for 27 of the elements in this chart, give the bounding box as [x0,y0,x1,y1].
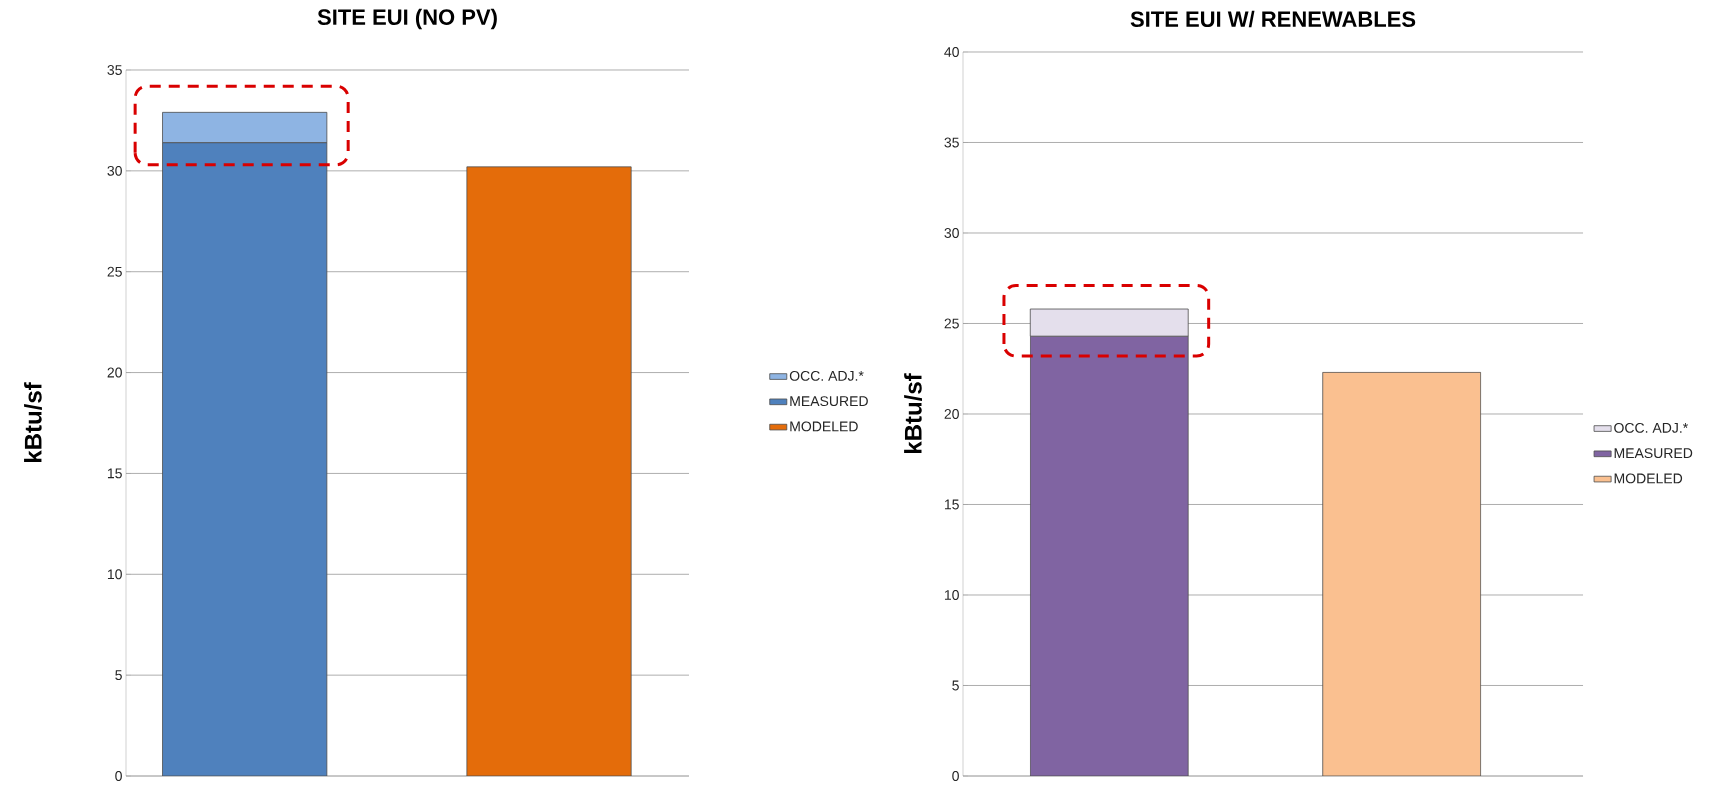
y-tick-label: 20 [944,409,959,419]
y-tick-label: 30 [107,165,122,176]
chart-title: SITE EUI W/ RENEWABLES [1130,10,1416,28]
legend-label: OCC. ADJ.* [1614,422,1688,433]
y-tick-label: 35 [944,137,959,148]
chart-title: SITE EUI (NO PV) [317,8,497,30]
y-tick-label: 5 [952,680,959,691]
legend-label: MEASURED [1614,448,1693,459]
y-tick-label: 0 [952,771,959,781]
y-tick-label: 25 [944,318,959,329]
y-tick-label: 10 [107,569,122,580]
y-tick-label: 5 [115,670,122,681]
y-tick-label: 15 [107,468,122,479]
y-axis-title: kBtu/sf [904,373,922,453]
y-tick-label: 30 [944,228,959,238]
y-tick-label: 40 [944,47,959,57]
y-tick-label: 10 [944,590,959,600]
y-tick-label: 15 [944,499,959,510]
legend-label: OCC. ADJ.* [789,370,864,381]
legend-label: MEASURED [790,396,868,407]
y-tick-label: 0 [115,771,122,781]
y-axis-title: kBtu/sf [24,382,42,462]
legend-label: MODELED [790,421,858,432]
y-tick-label: 35 [107,65,122,75]
y-tick-label: 25 [107,266,122,277]
y-tick-label: 20 [107,367,122,378]
legend-label: MODELED [1614,473,1683,484]
